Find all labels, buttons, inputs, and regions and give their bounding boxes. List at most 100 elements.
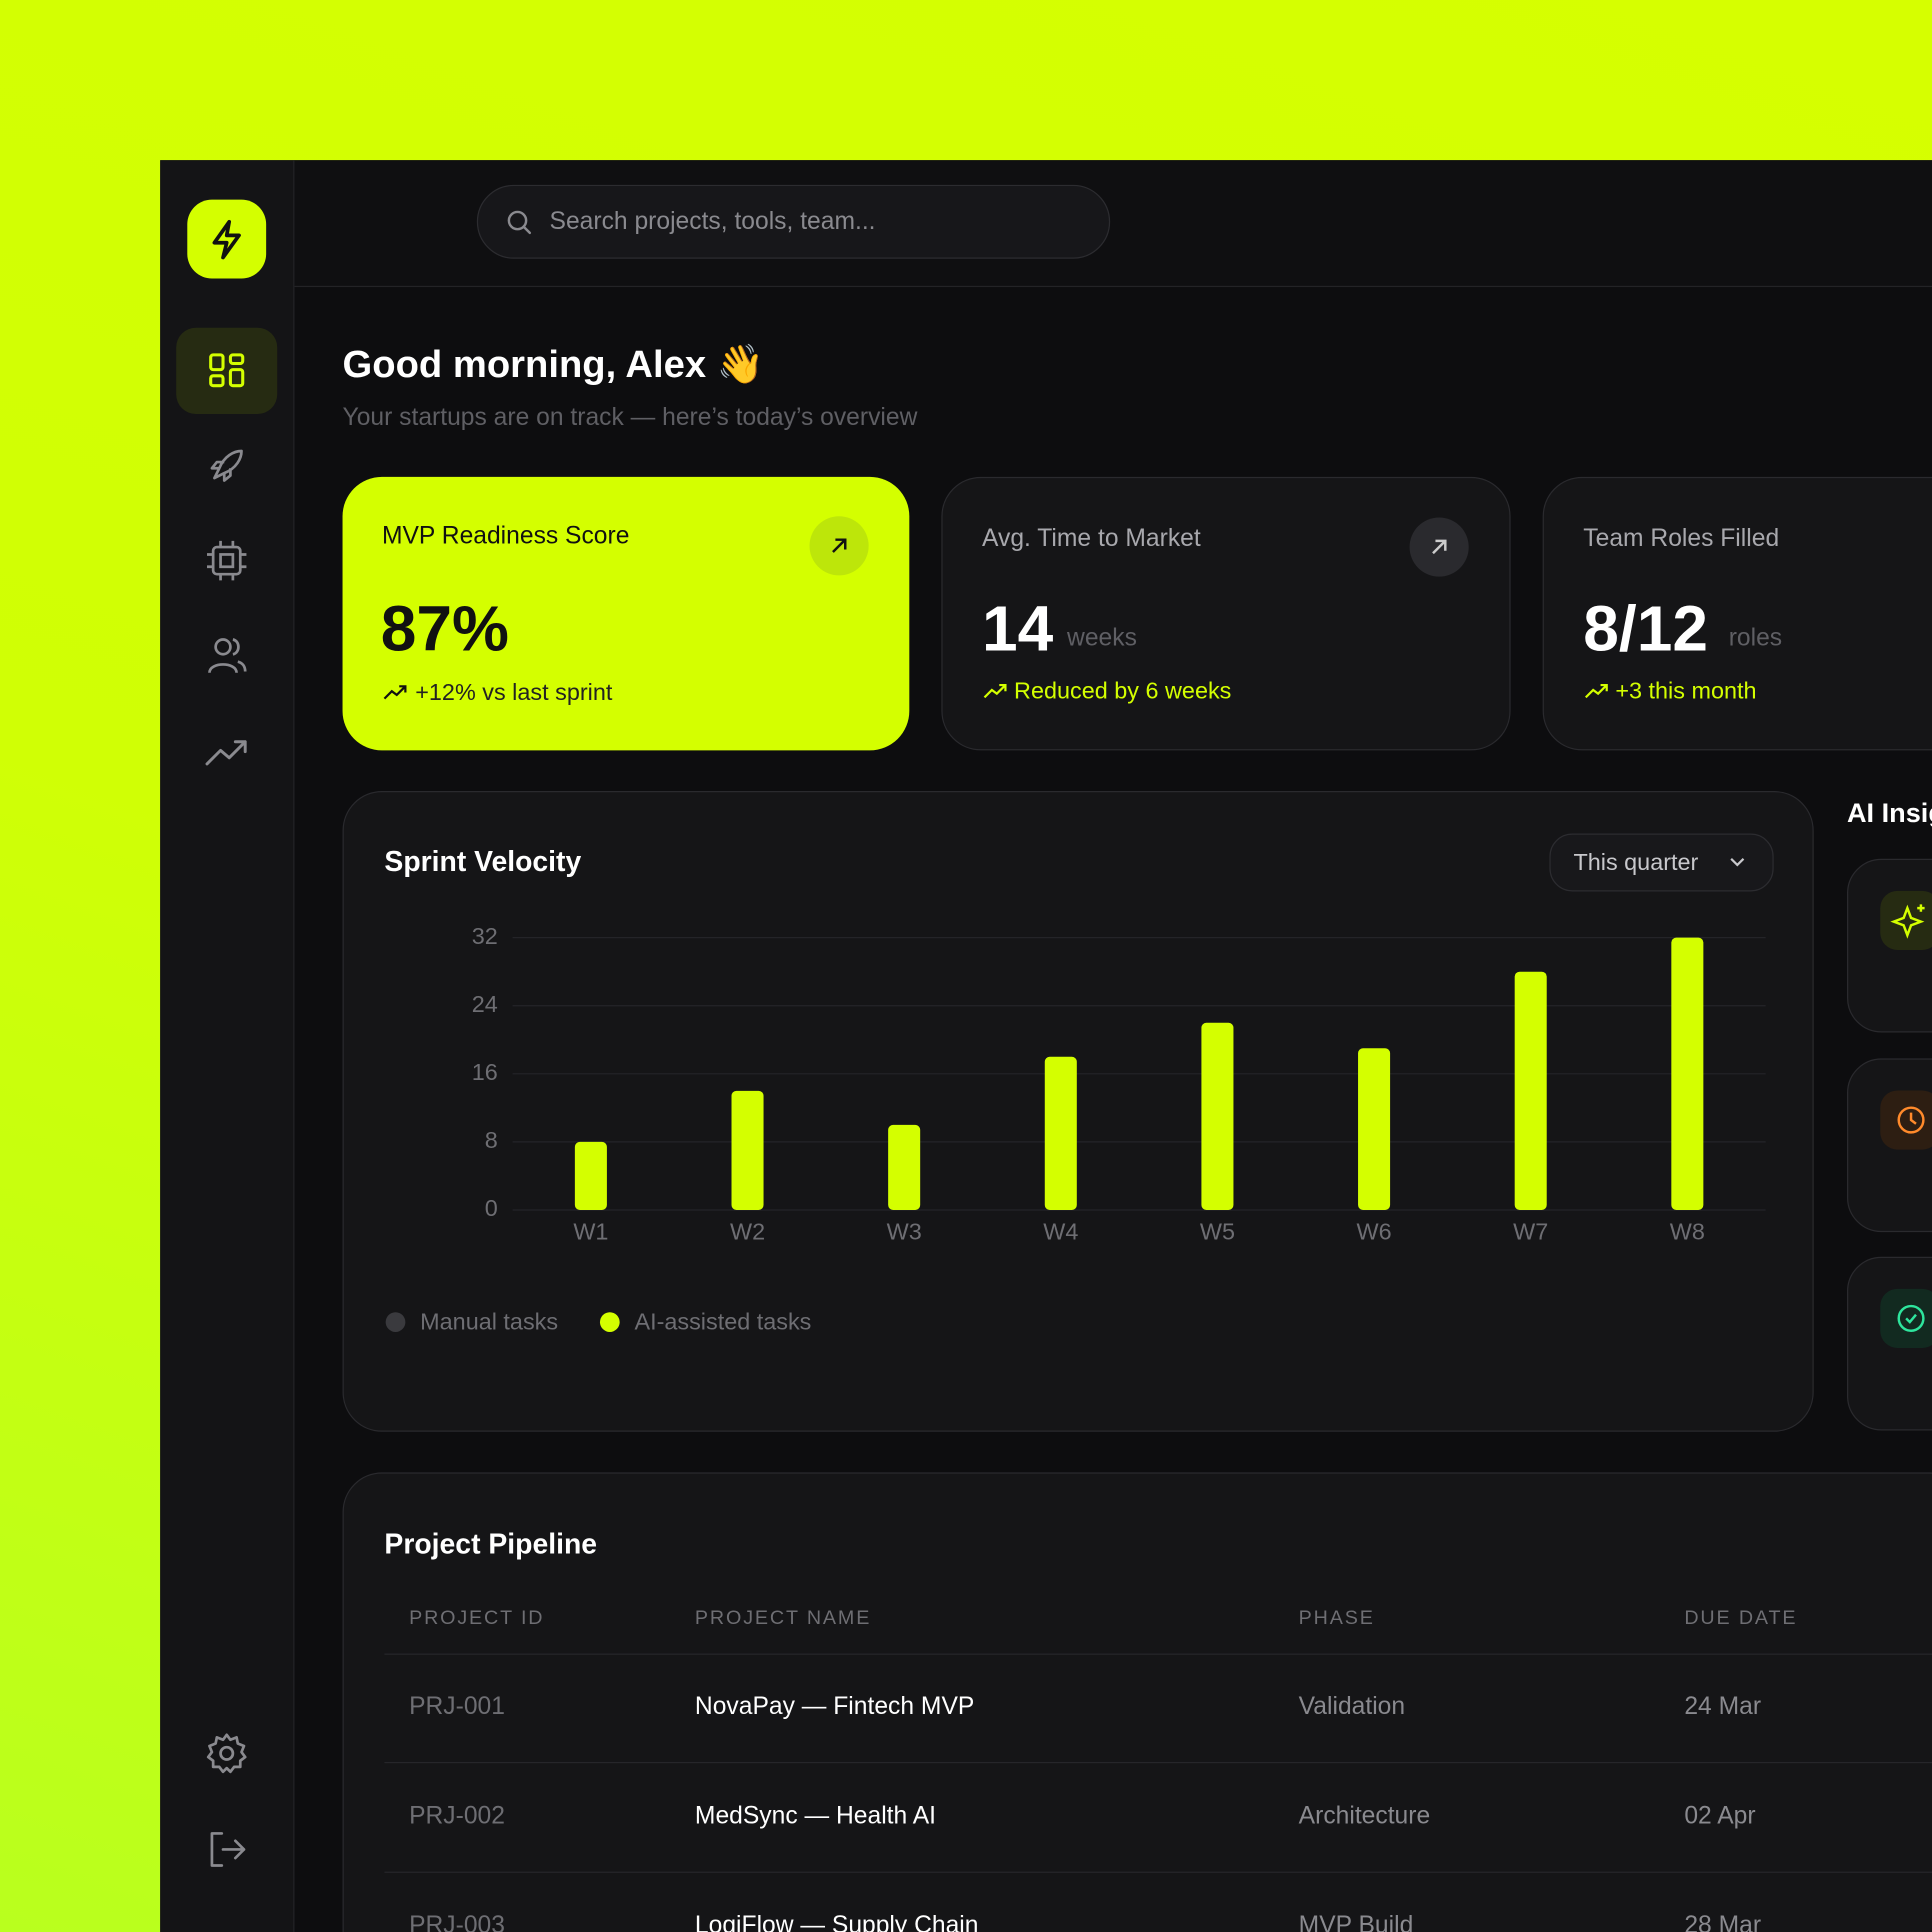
logo-icon <box>212 219 241 260</box>
arrow-icon <box>1432 539 1447 555</box>
icon-part <box>1897 1304 1925 1332</box>
icon-part <box>211 545 242 576</box>
column-header: PROJECT NAME <box>694 1607 872 1629</box>
bar <box>1358 1048 1391 1210</box>
stat-change: Reduced by 6 weeks <box>1014 678 1232 705</box>
nav-tools[interactable] <box>202 536 251 585</box>
icon-part <box>206 1733 247 1774</box>
nav-dashboard[interactable] <box>176 327 278 415</box>
y-tick-label: 0 <box>485 1195 498 1221</box>
icon-part <box>832 538 847 553</box>
x-tick-label: W4 <box>1043 1219 1078 1245</box>
y-tick-label: 8 <box>485 1127 498 1153</box>
column-header: PROJECT ID <box>409 1607 545 1629</box>
divider <box>384 1761 1932 1764</box>
table-cell: 28 Mar <box>1684 1912 1762 1932</box>
icon-part <box>228 353 245 366</box>
dropdown-label: This quarter <box>1573 849 1698 875</box>
icon-part <box>507 210 528 231</box>
x-tick-label: W8 <box>1670 1219 1705 1245</box>
icon-part <box>209 374 225 388</box>
nav-analytics[interactable] <box>202 727 251 776</box>
stat-value: 87% <box>380 593 509 666</box>
icon-part <box>1432 539 1447 555</box>
trend-icon <box>983 683 1007 699</box>
icon-part <box>1890 904 1925 939</box>
table-cell: MedSync — Health AI <box>694 1802 937 1830</box>
legend-label: Manual tasks <box>420 1309 558 1335</box>
x-tick-label: W6 <box>1357 1219 1392 1245</box>
x-tick-label: W7 <box>1513 1219 1548 1245</box>
stat-value: 8/12 <box>1583 593 1709 666</box>
x-tick-label: W5 <box>1200 1219 1235 1245</box>
stat-title: Avg. Time to Market <box>982 524 1201 553</box>
chevron <box>1730 858 1745 867</box>
nav-settings[interactable] <box>202 1729 251 1778</box>
bar <box>1671 937 1704 1210</box>
check-icon <box>1897 1304 1925 1332</box>
table-cell: PRJ-001 <box>409 1692 505 1721</box>
clock-icon <box>1897 1106 1925 1134</box>
icon-part <box>210 1832 246 1867</box>
icon-part <box>219 553 235 569</box>
insight-icon <box>1880 1288 1932 1348</box>
logo[interactable] <box>187 199 267 279</box>
column-header: DUE DATE <box>1684 1607 1798 1629</box>
nav-team[interactable] <box>202 631 251 680</box>
icon-part <box>1905 1313 1917 1324</box>
pipeline-card: Project Pipeline PROJECT ID PROJECT NAME… <box>342 1472 1932 1932</box>
insights-title: AI Insights <box>1846 797 1932 829</box>
x-tick-label: W3 <box>887 1219 922 1245</box>
icon-part <box>232 638 247 672</box>
stat-change: +3 this month <box>1615 678 1757 705</box>
period-dropdown[interactable] <box>1549 833 1774 892</box>
arrow-icon <box>832 538 847 553</box>
chart-title: Sprint Velocity <box>384 846 581 878</box>
icon-part <box>1909 1112 1917 1125</box>
icon-part <box>214 638 232 656</box>
stat-card: Avg. Time to Market 14 weeks Reduced by … <box>941 476 1511 751</box>
icon-part <box>522 225 532 235</box>
table-cell: MVP Build <box>1298 1912 1414 1932</box>
open-button[interactable] <box>1409 517 1469 577</box>
table-cell: LogiFlow — Supply Chain <box>694 1912 979 1932</box>
search-box[interactable]: Search projects, tools, team... <box>476 184 1111 259</box>
greeting: Good morning, Alex 👋 <box>342 342 765 386</box>
column-header: PHASE <box>1298 1607 1375 1629</box>
stat-unit: weeks <box>1067 624 1137 652</box>
icon-part <box>212 219 241 260</box>
table-cell: NovaPay — Fintech MVP <box>694 1692 975 1721</box>
x-tick-label: W1 <box>573 1219 608 1245</box>
stat-unit: roles <box>1728 624 1783 652</box>
icon-part <box>209 353 225 372</box>
search-icon <box>507 210 532 235</box>
table-cell: 24 Mar <box>1684 1692 1762 1721</box>
nav-logout[interactable] <box>202 1825 251 1874</box>
insight-card <box>1846 1058 1932 1233</box>
icon-part <box>209 353 245 388</box>
icon-part <box>207 540 247 581</box>
open-button[interactable] <box>809 516 869 576</box>
bar <box>1201 1022 1234 1210</box>
search-placeholder: Search projects, tools, team... <box>549 208 876 236</box>
insight-card <box>1846 858 1932 1033</box>
legend-label: AI-assisted tasks <box>634 1309 811 1335</box>
pipeline-title: Project Pipeline <box>384 1527 598 1560</box>
insight-icon <box>1880 1090 1932 1150</box>
stat-card: MVP Readiness Score 87% +12% vs last spr… <box>342 476 910 751</box>
icon-part <box>1584 683 1608 699</box>
icon-part <box>219 1745 235 1761</box>
bar <box>888 1124 921 1210</box>
top-bar: Search projects, tools, team... <box>294 160 1932 288</box>
icon-part <box>210 449 243 482</box>
bar <box>1514 971 1547 1210</box>
nav-launch[interactable] <box>202 441 251 490</box>
icon-part <box>207 540 247 581</box>
y-tick-label: 16 <box>472 1059 498 1085</box>
bar <box>574 1141 607 1210</box>
stat-value: 14 <box>982 593 1054 666</box>
table-cell: PRJ-002 <box>409 1802 505 1830</box>
divider <box>384 1653 1932 1655</box>
sparkle-icon <box>1890 904 1925 939</box>
